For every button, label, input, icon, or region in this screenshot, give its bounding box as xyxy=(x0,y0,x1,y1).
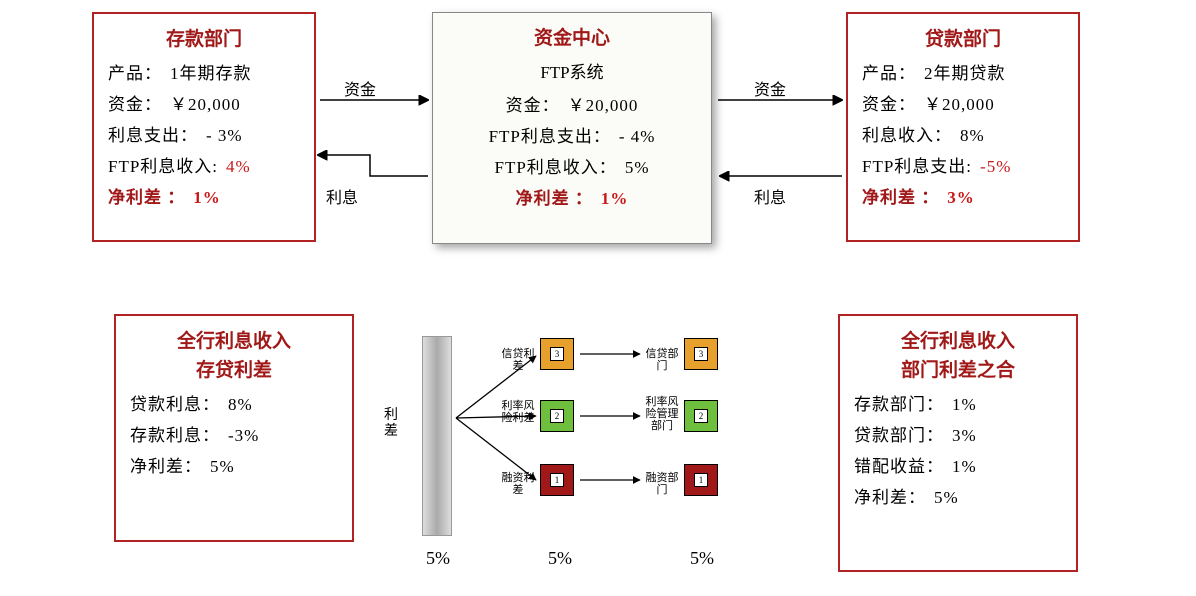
bl-r2-val: -3% xyxy=(228,426,259,446)
col1-1: 2 xyxy=(540,400,574,432)
flow-lc-bot: 利息 xyxy=(326,184,358,208)
bl-r3-val: 5% xyxy=(210,457,235,477)
bl-title2: 存贷利差 xyxy=(130,355,338,382)
bar-label: 利差 xyxy=(384,408,404,440)
col1-1-lbl: 利率风险利差 xyxy=(500,400,536,424)
col2-0-lbl: 信贷部门 xyxy=(644,348,680,372)
pct-col2: 5% xyxy=(690,548,714,569)
col2-1-n: 2 xyxy=(694,409,708,423)
col1-1-n: 2 xyxy=(550,409,564,423)
flow-lc-top: 资金 xyxy=(344,76,376,100)
col2-2-lbl: 融资部门 xyxy=(644,472,680,496)
br-r1-val: 1% xyxy=(952,395,977,415)
br-title1: 全行利息收入 xyxy=(854,326,1062,353)
col2-0: 3 xyxy=(684,338,718,370)
br-r3-val: 1% xyxy=(952,457,977,477)
br-r2-val: 3% xyxy=(952,426,977,446)
dept-sum-box: 全行利息收入 部门利差之合 存款部门： 1% 贷款部门： 3% 错配收益： 1% 净利… xyxy=(838,314,1078,572)
arrows-svg xyxy=(0,0,1196,280)
br-r4-lbl: 净利差： xyxy=(854,483,926,508)
col1-2-n: 1 xyxy=(550,473,564,487)
pct-col1: 5% xyxy=(548,548,572,569)
col1-2: 1 xyxy=(540,464,574,496)
col1-0-n: 3 xyxy=(550,347,564,361)
gray-bar xyxy=(422,336,452,536)
br-r4-val: 5% xyxy=(934,488,959,508)
col2-1: 2 xyxy=(684,400,718,432)
col2-1-lbl: 利率风险管理部门 xyxy=(644,396,680,432)
bl-title1: 全行利息收入 xyxy=(130,326,338,353)
br-r2-lbl: 贷款部门： xyxy=(854,421,944,446)
br-r1-lbl: 存款部门： xyxy=(854,390,944,415)
br-title2: 部门利差之合 xyxy=(854,355,1062,382)
br-r3-lbl: 错配收益： xyxy=(854,452,944,477)
bl-r3-lbl: 净利差： xyxy=(130,452,202,477)
flow-cr-bot: 利息 xyxy=(754,184,786,208)
col2-0-n: 3 xyxy=(694,347,708,361)
bank-spread-box: 全行利息收入 存贷利差 贷款利息： 8% 存款利息： -3% 净利差： 5% xyxy=(114,314,354,542)
col2-2: 1 xyxy=(684,464,718,496)
col1-0-lbl: 信贷利差 xyxy=(500,348,536,372)
bl-r1-lbl: 贷款利息： xyxy=(130,390,220,415)
bl-r2-lbl: 存款利息： xyxy=(130,421,220,446)
col1-2-lbl: 融资利差 xyxy=(500,472,536,496)
col1-0: 3 xyxy=(540,338,574,370)
col2-2-n: 1 xyxy=(694,473,708,487)
pct-bar: 5% xyxy=(426,548,450,569)
flow-cr-top: 资金 xyxy=(754,76,786,100)
bl-r1-val: 8% xyxy=(228,395,253,415)
